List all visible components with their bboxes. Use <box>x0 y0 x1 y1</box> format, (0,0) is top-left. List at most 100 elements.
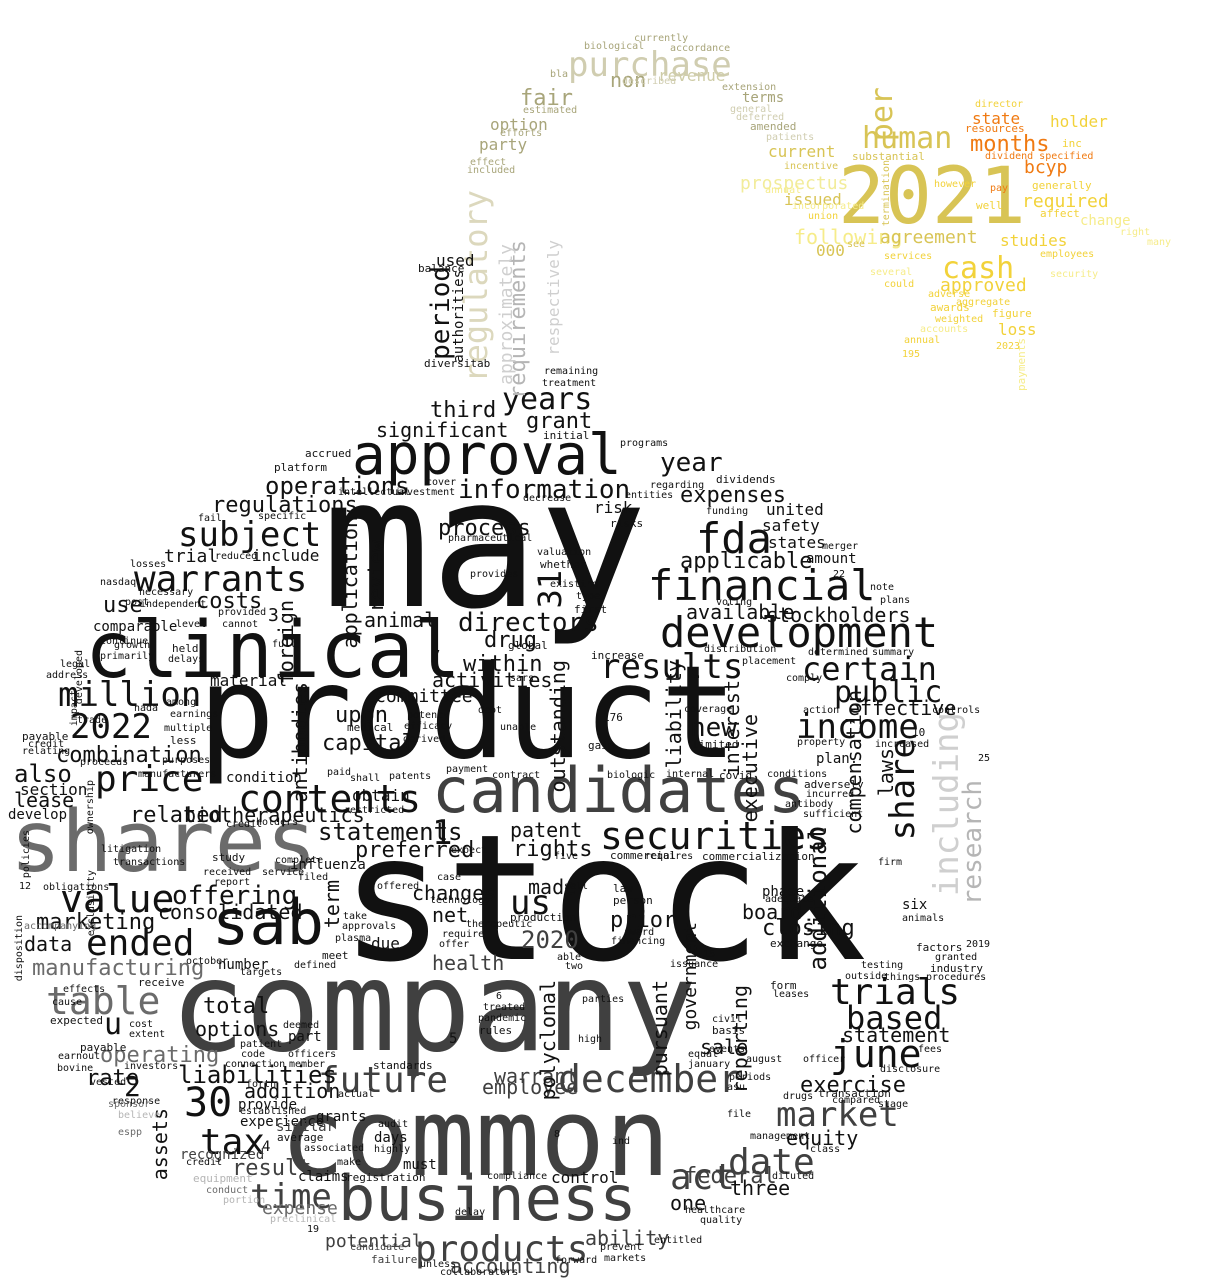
cloud-word: recognized <box>180 1147 265 1163</box>
cloud-word: expected <box>50 1014 103 1027</box>
cloud-word: substantial <box>852 150 925 163</box>
cloud-word: time <box>250 1177 332 1217</box>
cloud-word: currently <box>634 33 689 44</box>
cloud-word: property <box>797 737 846 748</box>
cloud-word: preclinical <box>270 1214 337 1225</box>
cloud-word: growth <box>114 640 151 651</box>
cloud-word: federal <box>684 1164 777 1189</box>
cloud-word: payable <box>22 730 69 743</box>
cloud-word: price <box>95 759 204 800</box>
cloud-word: process <box>438 516 531 541</box>
cloud-word: research <box>958 780 988 906</box>
cloud-word: earnings <box>170 709 219 720</box>
cloud-word: state <box>972 109 1021 128</box>
cloud-word: obtain <box>352 786 410 805</box>
cloud-word: party <box>479 135 528 154</box>
cloud-word: due <box>371 934 400 953</box>
cloud-word: paid <box>327 767 352 778</box>
cloud-word: manufacturing <box>32 956 205 981</box>
cloud-word: june <box>830 1032 922 1076</box>
cloud-word: valuation <box>537 547 592 558</box>
cloud-word: deemed <box>283 1020 320 1031</box>
cloud-word: investors <box>124 1061 179 1072</box>
cloud-word: offered <box>377 881 420 892</box>
cloud-word: authorities <box>451 270 467 363</box>
cloud-word: gain <box>588 739 615 752</box>
cloud-word: investment <box>395 487 456 498</box>
cloud-word: prevent <box>600 1242 643 1253</box>
cloud-word: business <box>338 1162 637 1235</box>
cloud-word: extension <box>722 82 777 93</box>
cloud-word: employee <box>482 1075 579 1099</box>
cloud-word: december <box>558 1057 742 1101</box>
cloud-word: patent <box>510 818 583 842</box>
cloud-word: member <box>289 1059 326 1070</box>
cloud-word: programs <box>620 438 669 449</box>
cloud-word: rules <box>479 1024 513 1037</box>
cloud-word: operations <box>265 472 410 500</box>
cloud-word: regarding <box>650 480 705 491</box>
cloud-word: efficacy <box>404 721 453 732</box>
cloud-word: primarily <box>100 651 155 662</box>
cloud-word: initial <box>543 429 590 442</box>
cloud-word: earnout <box>58 1051 101 1062</box>
cloud-word: litigation <box>101 844 162 855</box>
cloud-word: animals <box>902 913 945 924</box>
cloud-word: manufacturers <box>138 769 217 780</box>
cloud-word: provides <box>470 569 519 580</box>
cloud-word: whether <box>540 558 587 571</box>
cloud-word: file <box>727 1109 752 1120</box>
cloud-word: procedures <box>926 972 987 983</box>
cloud-word: audit <box>378 1119 409 1130</box>
cloud-word: ind <box>612 1136 631 1147</box>
cloud-word: animal <box>364 608 437 632</box>
cloud-word: plan. <box>816 751 859 767</box>
cloud-word: rights <box>513 837 593 862</box>
cloud-word: human <box>862 121 953 156</box>
cloud-word: credit <box>226 819 263 830</box>
cloud-word: approval <box>352 423 622 488</box>
cloud-word: delay <box>455 1207 486 1218</box>
cloud-word: annual <box>904 335 941 346</box>
cloud-word: loss <box>998 320 1037 339</box>
cloud-word: company <box>170 935 697 1080</box>
cloud-word: approvals <box>342 921 397 932</box>
cloud-word: inc <box>1062 137 1082 150</box>
cloud-word: exercise <box>800 1073 906 1098</box>
cloud-word: bla <box>550 69 569 80</box>
cloud-word: options <box>195 1017 280 1041</box>
cloud-word: union <box>808 211 839 222</box>
cloud-word: generally <box>1032 179 1092 192</box>
cloud-word: polyclonal <box>536 980 560 1101</box>
cloud-word: receive <box>138 976 185 989</box>
cloud-word: note <box>870 582 895 593</box>
cloud-word: require <box>442 929 485 940</box>
cloud-word: post <box>125 597 150 608</box>
cloud-word: medical <box>347 721 394 734</box>
cloud-word: voting <box>716 597 753 608</box>
cloud-word: addition <box>244 1079 341 1103</box>
cloud-word: issuance <box>670 959 719 970</box>
cloud-word: drug <box>484 628 537 653</box>
cloud-word: entitled <box>654 1235 703 1246</box>
cloud-word: option <box>490 115 548 134</box>
cloud-word: liabilities <box>178 1061 337 1089</box>
cloud-word: grants <box>316 1109 367 1125</box>
cloud-word: plans <box>880 595 911 606</box>
cloud-word: held <box>172 642 199 655</box>
cloud-word: conditions <box>767 769 828 780</box>
cloud-word: vested <box>90 1077 127 1088</box>
cloud-word: policies <box>21 830 32 879</box>
cloud-word: fair <box>520 86 573 111</box>
cloud-word: expense <box>262 1198 338 1219</box>
cloud-word: requires <box>645 851 694 862</box>
cloud-word: marketing <box>36 910 156 935</box>
cloud-word: provided <box>218 607 267 618</box>
cloud-word: officers <box>288 1049 337 1060</box>
cloud-word: new <box>690 713 737 743</box>
cloud-word: subject <box>178 515 322 555</box>
cloud-word: dividends <box>716 473 776 486</box>
cloud-word: ability <box>585 1226 670 1250</box>
cloud-word: granted <box>935 952 978 963</box>
cloud-word: dividend specified <box>985 151 1094 162</box>
